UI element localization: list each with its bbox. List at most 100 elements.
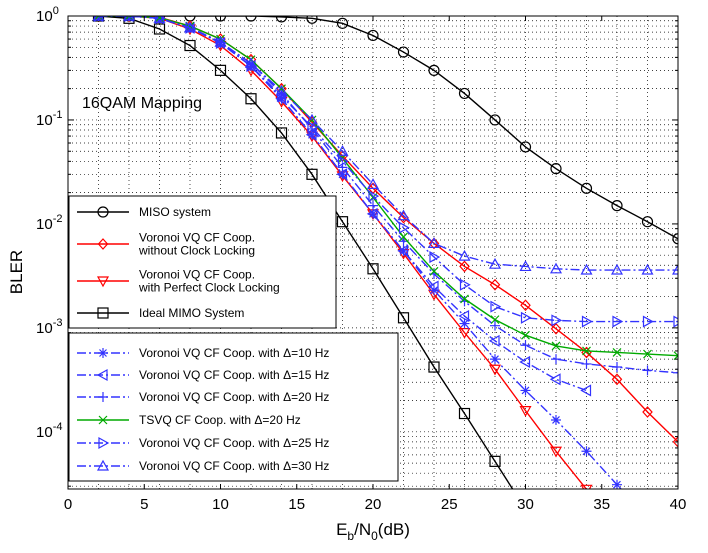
y-tick-exponent: -2 [53, 213, 63, 225]
data-point-marker [488, 334, 500, 347]
legend-item: Voronoi VQ CF Coop. with Δ=25 Hz [77, 436, 329, 450]
data-point-marker [550, 322, 562, 335]
data-point-marker [366, 207, 378, 220]
y-tick-base: 10 [36, 424, 53, 441]
data-point-marker [184, 39, 196, 52]
data-point-marker [428, 237, 440, 250]
data-point-marker [612, 348, 622, 357]
data-point-marker [98, 392, 108, 402]
data-point-marker [98, 415, 108, 425]
legend-label: Voronoi VQ CF Coop. with Δ=10 Hz [139, 346, 329, 360]
data-point-marker [459, 260, 470, 273]
data-point-marker [336, 216, 349, 228]
data-point-marker [458, 310, 470, 323]
data-point-marker [397, 244, 409, 257]
data-point-marker [305, 113, 319, 125]
legend-item: Ideal MIMO System [77, 306, 244, 320]
data-point-marker [521, 330, 530, 340]
x-tick-label: 25 [441, 496, 458, 513]
data-point-marker [549, 262, 563, 274]
legend-label: Voronoi VQ CF Coop. with Δ=30 Hz [139, 459, 329, 473]
data-point-marker [307, 123, 317, 134]
data-point-marker [549, 446, 563, 458]
data-point-marker [97, 238, 109, 250]
x-tick-label: 35 [593, 496, 610, 513]
data-point-marker [368, 190, 380, 203]
data-point-marker [642, 365, 653, 376]
series-9 [92, 16, 678, 275]
data-point-marker [96, 368, 108, 382]
legend-item: Voronoi VQ CF Coop. with Δ=10 Hz [77, 346, 329, 360]
legend-bottom: Voronoi VQ CF Coop. with Δ=10 Hz Voronoi … [68, 332, 399, 482]
data-point-marker [520, 340, 531, 351]
x-tick-label: 5 [140, 496, 148, 513]
data-point-marker [153, 23, 166, 35]
data-point-marker [459, 278, 471, 291]
data-point-marker [551, 341, 561, 351]
data-point-marker [185, 21, 197, 34]
xlabel-base: E [336, 520, 347, 539]
data-point-marker [98, 348, 108, 358]
data-point-marker [336, 145, 349, 156]
data-point-marker [337, 155, 349, 168]
y-tick-label: 10-3 [36, 317, 62, 337]
legend-label: Voronoi VQ CF Coop. [139, 231, 255, 245]
data-point-marker [97, 307, 109, 319]
data-point-marker [490, 354, 500, 365]
legend-label: Voronoi VQ CF Coop. with Δ=20 Hz [139, 390, 329, 404]
x-tick-label: 0 [64, 496, 72, 513]
data-point-marker [458, 87, 471, 100]
data-point-marker [460, 294, 469, 304]
data-point-marker [610, 263, 624, 275]
data-point-marker [275, 84, 288, 96]
data-point-marker [489, 278, 501, 291]
data-point-marker [520, 311, 532, 324]
data-point-marker [520, 299, 531, 312]
data-point-marker [519, 406, 532, 417]
data-point-marker [429, 266, 439, 276]
series-line [98, 16, 587, 392]
data-point-marker [428, 361, 440, 373]
data-point-marker [245, 16, 257, 22]
data-point-marker [459, 318, 470, 329]
legend-item: Voronoi VQ CF Coop. with Δ=20 Hz [77, 390, 329, 404]
data-point-marker [427, 280, 439, 293]
data-point-marker [244, 57, 258, 68]
data-point-marker [368, 200, 378, 211]
data-point-marker [581, 315, 593, 328]
y-tick-base: 10 [36, 112, 53, 129]
data-point-marker [551, 314, 563, 327]
data-point-marker [428, 64, 440, 76]
data-point-marker [519, 141, 532, 153]
data-point-marker [306, 16, 318, 24]
data-point-marker [397, 312, 410, 324]
data-point-marker [427, 237, 441, 248]
data-point-marker [489, 114, 501, 126]
data-point-marker [92, 16, 105, 21]
data-point-marker [673, 351, 678, 361]
x-tick-label: 20 [365, 496, 382, 513]
legend-label: Voronoi VQ CF Coop. with Δ=25 Hz [139, 436, 329, 450]
data-point-marker [581, 358, 592, 369]
data-point-marker [643, 349, 652, 359]
data-point-marker [366, 178, 380, 189]
data-point-marker [489, 455, 501, 467]
y-tick-base: 10 [36, 320, 53, 337]
legend-label: MISO system [139, 205, 211, 219]
data-point-marker [550, 163, 562, 175]
data-point-marker [490, 320, 500, 331]
data-point-marker [519, 355, 531, 368]
data-point-marker [367, 29, 379, 42]
data-point-marker [155, 16, 164, 23]
legend-label: with Perfect Clock Locking [138, 281, 280, 295]
xlabel-mid: /N [354, 520, 371, 539]
data-point-marker [97, 206, 109, 218]
data-point-marker [490, 300, 502, 313]
data-point-marker [672, 233, 678, 245]
legend-label: TSVQ CF Coop. with Δ=20 Hz [139, 413, 301, 427]
legend-label: Voronoi VQ CF Coop. [139, 268, 255, 282]
plot-area [92, 16, 678, 489]
data-point-marker [611, 373, 623, 386]
